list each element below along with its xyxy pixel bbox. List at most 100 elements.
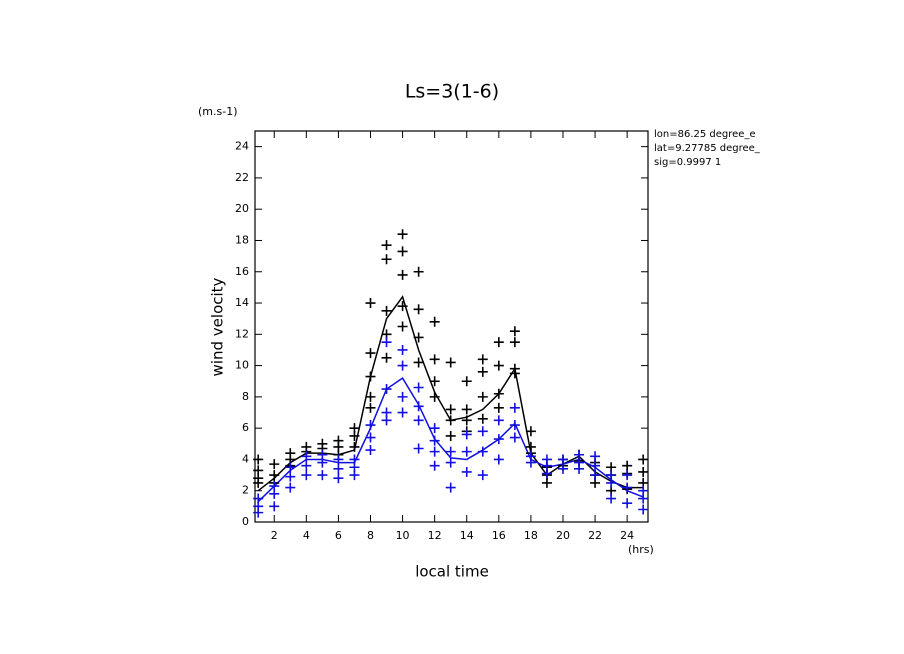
cross-marker	[381, 254, 392, 265]
y-tick-label: 14	[235, 296, 249, 309]
x-tick-label: 16	[492, 529, 506, 542]
cross-marker	[493, 415, 504, 426]
cross-marker	[477, 413, 488, 424]
cross-marker	[461, 429, 472, 440]
cross-marker	[365, 445, 376, 456]
y-tick-label: 24	[235, 140, 249, 153]
y-tick-label: 10	[235, 359, 249, 372]
cross-marker	[509, 368, 520, 379]
cross-marker	[381, 337, 392, 348]
cross-marker	[509, 420, 520, 431]
cross-marker	[317, 457, 328, 468]
x-tick-label: 6	[335, 529, 342, 542]
annotation-box: lon=86.25 degree_e lat=9.27785 degree_ s…	[654, 129, 761, 168]
cross-marker	[541, 477, 552, 488]
cross-marker	[477, 354, 488, 365]
cross-marker	[381, 240, 392, 251]
x-tick-label: 24	[620, 529, 634, 542]
cross-marker	[590, 470, 601, 481]
x-tick-label: 14	[460, 529, 474, 542]
cross-marker	[445, 415, 456, 426]
cross-marker	[477, 366, 488, 377]
cross-marker	[477, 426, 488, 437]
cross-marker	[381, 305, 392, 316]
y-tick-label: 8	[242, 390, 249, 403]
cross-marker	[381, 415, 392, 426]
x-tick-label: 8	[367, 529, 374, 542]
cross-marker	[301, 460, 312, 471]
cross-marker	[493, 454, 504, 465]
y-tick-label: 18	[235, 233, 249, 246]
cross-marker	[413, 401, 424, 412]
cross-marker	[493, 434, 504, 445]
cross-marker	[413, 415, 424, 426]
cross-marker	[622, 482, 633, 493]
cross-marker	[622, 470, 633, 481]
cross-marker	[333, 473, 344, 484]
plot-frame	[254, 130, 649, 523]
cross-marker	[461, 404, 472, 415]
cross-marker	[461, 376, 472, 387]
cross-marker	[429, 354, 440, 365]
cross-marker	[397, 391, 408, 402]
cross-marker	[365, 298, 376, 309]
x-unit: (hrs)	[628, 543, 654, 556]
cross-marker	[445, 430, 456, 441]
cross-marker	[397, 301, 408, 312]
x-tick-label: 4	[303, 529, 310, 542]
cross-marker	[477, 391, 488, 402]
y-axis-label: wind velocity	[209, 277, 227, 376]
x-axis-label: local time	[415, 563, 489, 581]
cross-marker	[461, 415, 472, 426]
annotation: lon=86.25 degree_e	[654, 129, 756, 140]
cross-marker	[638, 454, 649, 465]
cross-marker	[557, 454, 568, 465]
cross-marker	[509, 337, 520, 348]
cross-marker	[606, 477, 617, 488]
cross-marker	[574, 463, 585, 474]
chart-title: Ls=3(1-6)	[405, 81, 499, 103]
cross-marker	[477, 470, 488, 481]
y-tick-label: 20	[235, 202, 249, 215]
cross-marker	[381, 352, 392, 363]
cross-marker	[397, 360, 408, 371]
cross-marker	[525, 426, 536, 437]
cross-marker	[365, 391, 376, 402]
cross-marker	[509, 432, 520, 443]
x-tick-label: 20	[556, 529, 570, 542]
cross-marker	[413, 304, 424, 315]
cross-marker	[365, 432, 376, 443]
y-tick-label: 6	[242, 421, 249, 434]
x-tick-label: 18	[524, 529, 538, 542]
cross-marker	[349, 430, 360, 441]
cross-marker	[429, 435, 440, 446]
cross-marker	[397, 321, 408, 332]
cross-marker	[317, 470, 328, 481]
annotation: lat=9.27785 degree_	[654, 143, 761, 154]
cross-marker	[461, 446, 472, 457]
cross-marker	[333, 454, 344, 465]
cross-marker	[493, 337, 504, 348]
cross-marker	[509, 326, 520, 337]
cross-marker	[365, 371, 376, 382]
cross-marker	[269, 459, 280, 470]
cross-marker	[269, 488, 280, 499]
cross-marker	[253, 507, 264, 518]
cross-marker	[285, 462, 296, 473]
cross-marker	[397, 344, 408, 355]
cross-marker	[413, 357, 424, 368]
cross-marker	[413, 332, 424, 343]
cross-marker	[638, 466, 649, 477]
cross-marker	[397, 269, 408, 280]
cross-marker	[253, 454, 264, 465]
cross-marker	[622, 498, 633, 509]
y-unit: (m.s-1)	[198, 105, 238, 118]
cross-marker	[285, 482, 296, 493]
cross-marker	[365, 348, 376, 359]
cross-marker	[638, 493, 649, 504]
cross-marker	[365, 402, 376, 413]
y-tick-label: 22	[235, 171, 249, 184]
cross-marker	[429, 460, 440, 471]
